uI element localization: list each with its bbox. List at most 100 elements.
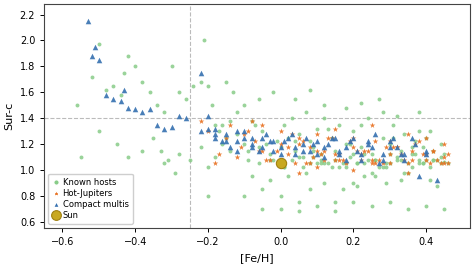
Point xyxy=(335,148,343,153)
Point xyxy=(117,99,125,103)
Point xyxy=(222,135,230,140)
Point xyxy=(422,158,430,162)
Point xyxy=(219,139,226,144)
Point xyxy=(270,139,277,144)
Point xyxy=(393,144,401,149)
Point xyxy=(411,142,419,146)
Point xyxy=(211,126,219,131)
Point xyxy=(302,135,310,140)
Point xyxy=(197,80,204,84)
Point xyxy=(139,109,146,114)
Point xyxy=(433,178,441,182)
Point xyxy=(437,161,445,166)
Point xyxy=(386,142,393,146)
Point xyxy=(346,142,354,146)
Point xyxy=(146,107,154,111)
Point xyxy=(233,132,241,136)
Point xyxy=(397,152,404,156)
Point xyxy=(429,158,437,162)
Point xyxy=(102,93,110,97)
Point xyxy=(422,152,430,156)
Point xyxy=(404,132,412,136)
Point xyxy=(277,144,284,149)
Point xyxy=(233,148,241,153)
Point xyxy=(350,152,357,156)
Point xyxy=(302,109,310,114)
Point xyxy=(190,84,197,88)
Point xyxy=(372,132,379,136)
Point xyxy=(204,126,212,131)
Point xyxy=(153,123,161,127)
Point xyxy=(335,123,343,127)
Point xyxy=(244,158,252,162)
Point xyxy=(426,178,434,182)
Point xyxy=(313,139,321,144)
Point xyxy=(390,135,397,140)
Point xyxy=(295,200,303,205)
Point xyxy=(233,155,241,159)
Point xyxy=(397,158,404,162)
Legend: Known hosts, Hot-Jupiters, Compact multis, Sun: Known hosts, Hot-Jupiters, Compact multi… xyxy=(48,174,133,224)
Point xyxy=(437,155,445,159)
Point xyxy=(284,144,292,149)
Point xyxy=(364,142,372,146)
Point xyxy=(324,135,332,140)
Point xyxy=(109,97,117,101)
X-axis label: [Fe/H]: [Fe/H] xyxy=(240,253,274,263)
Point xyxy=(379,152,386,156)
Point xyxy=(168,64,175,68)
Point xyxy=(211,135,219,140)
Point xyxy=(368,123,375,127)
Point xyxy=(353,148,361,153)
Point xyxy=(429,148,437,153)
Point xyxy=(393,158,401,162)
Point xyxy=(339,158,346,162)
Point xyxy=(310,148,317,153)
Point xyxy=(383,144,390,149)
Point xyxy=(331,158,339,162)
Point xyxy=(281,139,288,144)
Point xyxy=(368,161,375,166)
Point xyxy=(124,106,132,110)
Point xyxy=(248,144,255,149)
Point xyxy=(350,168,357,172)
Point xyxy=(270,148,277,153)
Point xyxy=(429,158,437,162)
Point xyxy=(328,135,336,140)
Point xyxy=(346,139,354,144)
Point xyxy=(408,135,415,140)
Point xyxy=(317,152,325,156)
Point xyxy=(262,142,270,146)
Point xyxy=(415,174,423,179)
Point xyxy=(259,148,266,153)
Point xyxy=(386,152,393,156)
Point xyxy=(437,142,445,146)
Point xyxy=(368,204,375,208)
Point xyxy=(277,161,284,166)
Point xyxy=(324,126,332,131)
Point xyxy=(168,125,175,129)
Point xyxy=(320,181,328,185)
Point xyxy=(139,148,146,153)
Point xyxy=(411,152,419,156)
Point xyxy=(281,165,288,170)
Point xyxy=(342,106,350,110)
Point xyxy=(131,107,139,111)
Point xyxy=(433,158,441,162)
Point xyxy=(375,161,383,166)
Point xyxy=(364,148,372,153)
Point xyxy=(259,144,266,149)
Point xyxy=(255,148,263,153)
Point xyxy=(444,152,452,156)
Point xyxy=(222,139,230,144)
Point xyxy=(426,129,434,133)
Point xyxy=(302,170,310,175)
Point xyxy=(299,148,306,153)
Point xyxy=(277,152,284,156)
Point xyxy=(240,103,248,107)
Point xyxy=(320,116,328,120)
Point xyxy=(328,135,336,140)
Point xyxy=(284,152,292,156)
Point xyxy=(211,161,219,166)
Point xyxy=(350,135,357,140)
